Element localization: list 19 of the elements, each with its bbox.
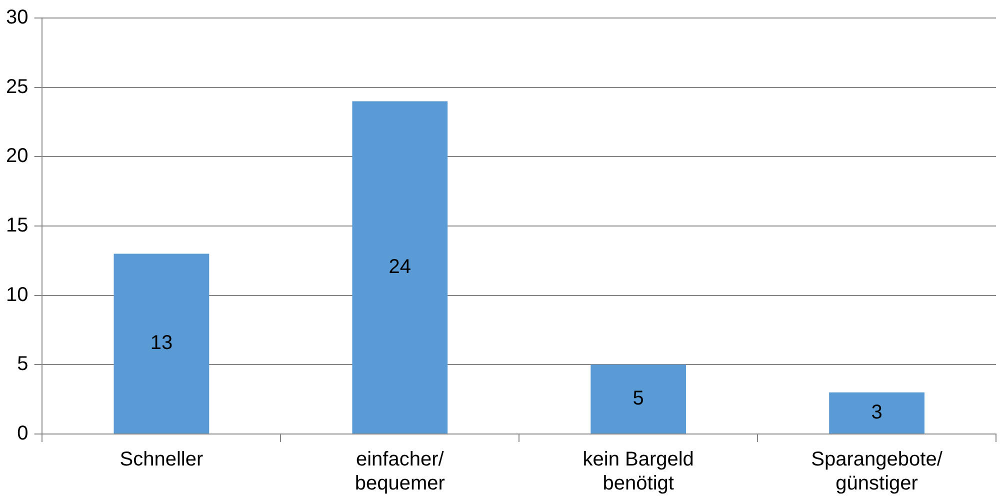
x-tick-label: Sparangebote/ günstiger: [811, 448, 943, 495]
y-tick-label: 15: [6, 214, 28, 237]
y-tick-label: 10: [6, 284, 28, 306]
y-tick-label: 25: [6, 76, 28, 98]
y-tick-label: 20: [6, 145, 28, 168]
data-label: 13: [150, 332, 173, 354]
y-tick-label: 5: [17, 353, 28, 376]
bar: [829, 392, 924, 434]
x-tick-label: Schneller: [120, 448, 204, 471]
y-tick-label: 30: [6, 6, 28, 29]
bar: [352, 101, 448, 434]
data-label: 3: [871, 401, 882, 424]
x-tick-label: kein Bargeld benötigt: [582, 448, 694, 495]
bar: [114, 254, 210, 434]
bar: [590, 364, 686, 434]
x-tick-label: einfacher/ bequemer: [354, 448, 446, 495]
data-label: 24: [388, 256, 412, 278]
data-label: 5: [632, 388, 644, 410]
y-tick-label: 0: [17, 422, 28, 445]
